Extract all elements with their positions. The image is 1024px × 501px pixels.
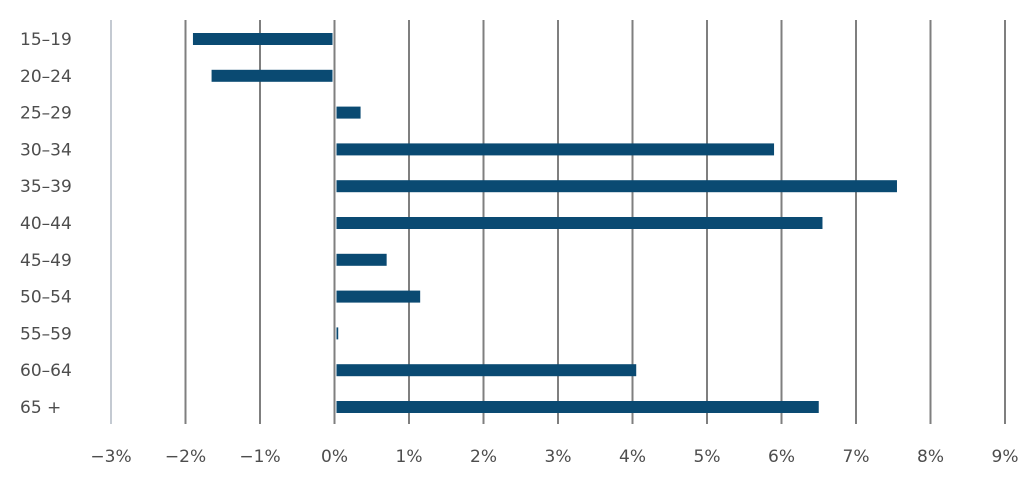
category-label: 25–29 — [20, 104, 72, 124]
category-label: 55–59 — [20, 324, 72, 344]
bar — [336, 106, 361, 119]
bars — [192, 33, 897, 413]
bar — [336, 143, 775, 156]
category-label: 60–64 — [20, 361, 72, 381]
bar — [336, 180, 897, 193]
x-tick-labels: −3% −2% −1% 0% 1% 2% 3% 4% 5% 6% 7% 8% 9% — [90, 447, 1018, 467]
x-tick-label: 2% — [470, 447, 497, 467]
x-tick-label: 7% — [843, 447, 870, 467]
bar — [336, 253, 387, 266]
x-tick-label: 5% — [694, 447, 721, 467]
x-tick-label: 0% — [321, 447, 348, 467]
category-labels: 15–19 20–24 25–29 30–34 35–39 40–44 45–49 50–54… — [20, 30, 72, 418]
category-label: 50–54 — [20, 288, 72, 308]
category-label: 30–34 — [20, 140, 72, 160]
category-label: 20–24 — [20, 67, 72, 87]
bar — [336, 364, 637, 377]
x-tick-label: 4% — [619, 447, 646, 467]
bar — [192, 33, 333, 45]
bar — [336, 327, 339, 340]
category-label: 40–44 — [20, 214, 72, 234]
category-label: 35–39 — [20, 177, 72, 197]
x-tick-label: 8% — [917, 447, 944, 467]
bar — [211, 69, 333, 82]
x-tick-label: −2% — [165, 447, 206, 467]
category-label: 65 + — [20, 398, 61, 418]
x-tick-label: 3% — [545, 447, 572, 467]
category-label: 15–19 — [20, 30, 72, 50]
category-label: 45–49 — [20, 251, 72, 271]
bar — [336, 401, 819, 413]
bar — [336, 217, 823, 229]
x-tick-label: −3% — [90, 447, 131, 467]
x-tick-label: 1% — [396, 447, 423, 467]
x-tick-label: 6% — [768, 447, 795, 467]
x-tick-label: 9% — [992, 447, 1019, 467]
x-tick-label: −1% — [239, 447, 280, 467]
bar — [336, 290, 421, 303]
